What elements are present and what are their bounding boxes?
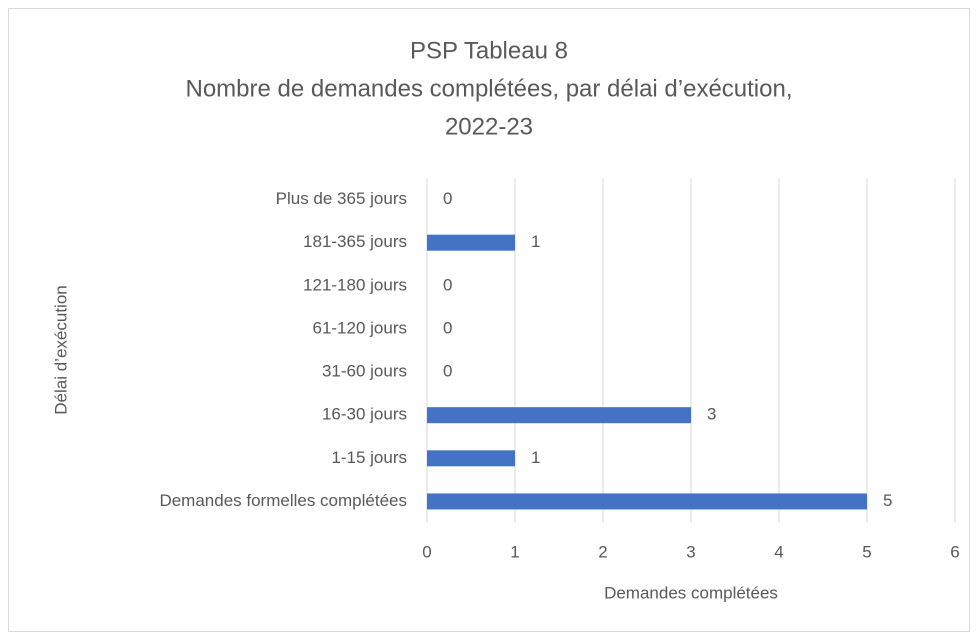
- chart-title: Nombre de demandes complétées, par délai…: [185, 75, 792, 102]
- chart-border: [8, 8, 970, 632]
- data-label: 3: [707, 405, 716, 424]
- x-axis-title: Demandes complétées: [604, 583, 778, 602]
- data-label: 1: [531, 448, 540, 467]
- y-axis-title: Délai d’exécution: [51, 285, 70, 414]
- y-tick-label: 121-180 jours: [303, 275, 407, 294]
- data-label: 0: [443, 189, 452, 208]
- chart-title: PSP Tableau 8: [410, 37, 568, 64]
- x-tick-label: 6: [950, 542, 959, 561]
- bar: [427, 234, 515, 251]
- y-tick-label: Demandes formelles complétées: [159, 491, 407, 510]
- y-tick-label: 31-60 jours: [322, 362, 407, 381]
- data-label: 1: [531, 232, 540, 251]
- x-tick-label: 1: [510, 542, 519, 561]
- x-tick-label: 3: [686, 542, 695, 561]
- data-label: 0: [443, 275, 452, 294]
- bar: [427, 493, 867, 510]
- y-tick-label: 61-120 jours: [312, 318, 407, 337]
- x-tick-label: 5: [862, 542, 871, 561]
- y-tick-label: 16-30 jours: [322, 405, 407, 424]
- y-tick-label: Plus de 365 jours: [276, 189, 407, 208]
- data-label: 0: [443, 362, 452, 381]
- x-tick-label: 0: [422, 542, 431, 561]
- y-tick-label: 1-15 jours: [331, 448, 407, 467]
- chart-title: 2022-23: [445, 113, 533, 140]
- y-tick-label: 181-365 jours: [303, 232, 407, 251]
- bar: [427, 450, 515, 467]
- data-label: 5: [883, 491, 892, 510]
- x-tick-label: 2: [598, 542, 607, 561]
- data-label: 0: [443, 318, 452, 337]
- x-tick-label: 4: [774, 542, 783, 561]
- bar: [427, 407, 691, 424]
